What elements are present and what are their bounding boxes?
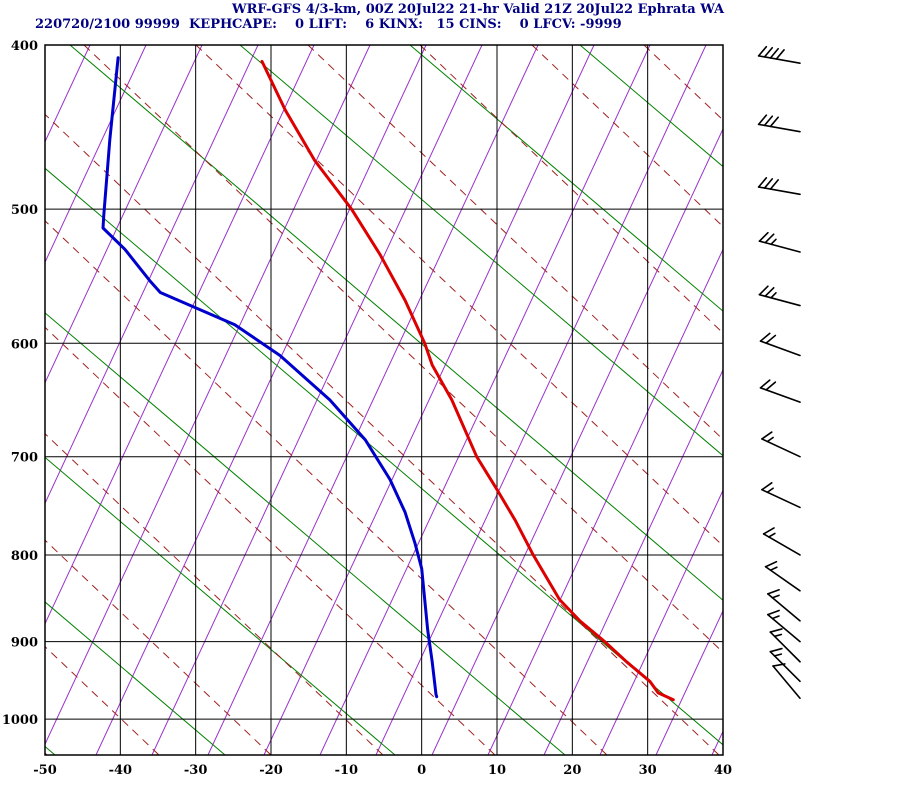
temperature-axis-labels: -50 -40 -30 -20 -10 0 10 20 30 40: [33, 763, 732, 778]
background-lines: [45, 45, 723, 755]
mixing-ratio-lines: [45, 45, 723, 755]
wind-barb: [769, 628, 801, 663]
wind-barb: [761, 482, 801, 509]
pressure-tick-label: 1000: [2, 713, 38, 728]
temperature-tick-label: 30: [639, 763, 657, 778]
pressure-axis-labels: 400 500 600 700 800 900 1000: [2, 39, 38, 728]
station-id-line: 220720/2100 99999 KEPH: [35, 17, 233, 32]
grid-lines: [44, 44, 724, 755]
wind-barb: [769, 647, 801, 683]
pressure-tick-label: 800: [11, 549, 38, 564]
temperature-tick-label: 40: [714, 763, 732, 778]
wind-barb: [761, 431, 801, 458]
pressure-tick-label: 700: [11, 451, 38, 466]
temperature-tick-label: 20: [563, 763, 581, 778]
temperature-tick-label: 0: [417, 763, 426, 778]
wind-barbs: [757, 45, 801, 700]
temperature-tick-label: 10: [488, 763, 506, 778]
temperature-tick-label: -30: [184, 763, 208, 778]
pressure-tick-label: 500: [11, 203, 38, 218]
moist-adiabat-lines: [45, 45, 723, 755]
wind-barb: [758, 285, 801, 307]
sounding-curves: [101, 56, 675, 702]
wind-barb: [767, 588, 801, 622]
stability-indices-line: CAPE: 0 LIFT: 6 KINX: 15 CINS: 0 LFCV: -…: [232, 17, 622, 32]
plot-border: [44, 44, 724, 756]
pressure-tick-label: 400: [11, 39, 38, 54]
wind-barb: [757, 45, 801, 64]
chart-title: WRF-GFS 4/3-km, 00Z 20Jul22 21-hr Valid …: [232, 2, 725, 17]
wind-barb: [759, 332, 801, 357]
temperature-curve: [260, 59, 675, 702]
wind-barb: [762, 527, 801, 556]
temperature-tick-label: -20: [259, 763, 283, 778]
wind-barb: [757, 114, 801, 133]
temperature-tick-label: -10: [335, 763, 359, 778]
dewpoint-curve: [101, 56, 439, 699]
wind-barb: [759, 379, 801, 403]
pressure-tick-label: 900: [11, 636, 38, 651]
wind-barb: [772, 663, 801, 700]
pressure-tick-label: 600: [11, 337, 38, 352]
wind-barb: [767, 609, 801, 643]
temperature-tick-label: -50: [33, 763, 57, 778]
wind-barb: [758, 231, 801, 253]
wind-barb: [764, 560, 801, 592]
dry-adiabat-lines: [45, 45, 723, 755]
temperature-tick-label: -40: [109, 763, 133, 778]
wind-barb: [757, 177, 801, 196]
